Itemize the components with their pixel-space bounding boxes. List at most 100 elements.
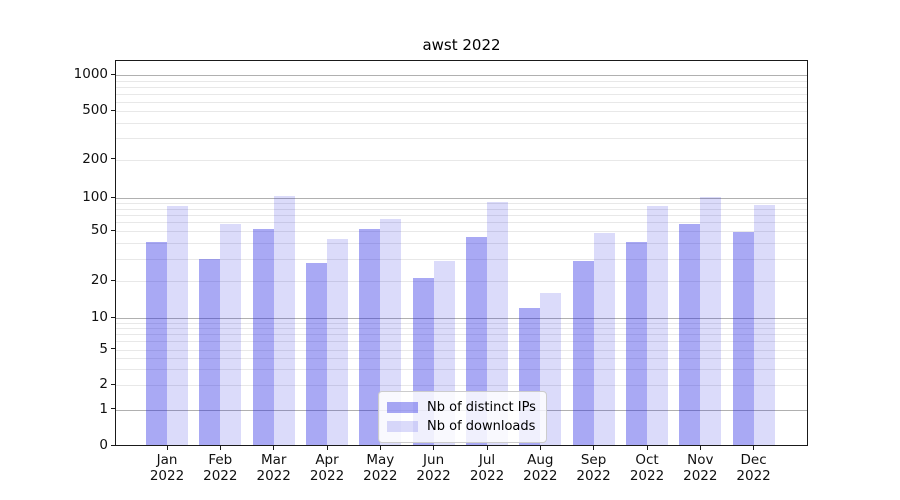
bar-nb-of-distinct-ips: [146, 241, 167, 445]
x-tick-label: Jan 2022: [149, 452, 185, 484]
y-tick-label: 20: [90, 272, 108, 288]
major-gridline: [116, 318, 807, 319]
bar-nb-of-distinct-ips: [679, 223, 701, 445]
minor-gridline: [116, 328, 807, 330]
bar-nb-of-downloads: [700, 196, 722, 445]
bar-nb-of-distinct-ips: [359, 229, 381, 445]
minor-gridline: [116, 243, 807, 245]
x-tick-label: Dec 2022: [736, 452, 771, 484]
legend-row: Nb of downloads: [387, 417, 536, 436]
y-tick-label: 2: [99, 376, 108, 392]
x-tick-mark: [433, 446, 435, 450]
minor-gridline: [116, 231, 807, 232]
x-tick-mark: [753, 446, 755, 450]
minor-gridline: [116, 369, 807, 371]
y-tick-mark: [111, 229, 115, 231]
y-tick-mark: [111, 408, 115, 409]
x-tick-label: Apr 2022: [309, 452, 345, 484]
y-tick-label: 500: [82, 102, 108, 118]
chart-title: awst 2022: [422, 36, 501, 54]
minor-gridline: [116, 111, 807, 112]
minor-gridline: [116, 208, 807, 210]
legend-label-distinct-ips: Nb of distinct IPs: [427, 400, 536, 415]
major-gridline: [116, 198, 807, 199]
x-tick-mark: [539, 446, 541, 450]
bar-nb-of-downloads: [753, 204, 775, 445]
minor-gridline: [116, 80, 807, 82]
x-tick-label: Feb 2022: [203, 452, 238, 484]
legend-swatch-downloads: [387, 421, 418, 432]
legend-swatch-distinct-ips: [387, 402, 418, 413]
y-tick-mark: [111, 383, 115, 385]
y-tick-mark: [111, 444, 115, 446]
bar-nb-of-distinct-ips: [732, 232, 754, 445]
x-tick-mark: [486, 446, 488, 450]
y-tick-label: 0: [99, 437, 108, 453]
x-tick-label: Jun 2022: [416, 452, 451, 484]
y-tick-label: 1: [99, 400, 108, 417]
x-tick-label: Oct 2022: [629, 452, 665, 484]
y-tick-label: 5: [99, 340, 108, 357]
minor-gridline: [116, 122, 807, 124]
x-tick-mark: [219, 446, 221, 450]
bar-nb-of-downloads: [327, 239, 348, 445]
x-tick-mark: [646, 446, 648, 450]
y-tick-mark: [111, 109, 115, 111]
y-tick-label: 50: [90, 222, 108, 238]
x-tick-label: Aug 2022: [523, 452, 558, 484]
minor-gridline: [116, 322, 807, 324]
minor-gridline: [116, 138, 807, 139]
y-tick-mark: [111, 196, 115, 198]
bar-nb-of-downloads: [167, 206, 188, 445]
y-tick-label: 200: [82, 150, 108, 167]
minor-gridline: [116, 101, 807, 103]
major-gridline: [116, 75, 807, 76]
x-tick-label: May 2022: [363, 452, 398, 484]
x-tick-mark: [379, 446, 381, 450]
bar-nb-of-downloads: [593, 233, 615, 445]
legend: Nb of distinct IPs Nb of downloads: [378, 391, 547, 443]
bar-nb-of-distinct-ips: [626, 241, 647, 445]
minor-gridline: [116, 358, 807, 360]
minor-gridline: [116, 222, 807, 224]
minor-gridline: [116, 86, 807, 88]
x-tick-mark: [593, 446, 595, 450]
legend-label-downloads: Nb of downloads: [427, 419, 536, 434]
x-tick-label: Mar 2022: [256, 452, 291, 484]
minor-gridline: [116, 334, 807, 336]
y-tick-mark: [111, 279, 115, 281]
plot-area: [115, 60, 808, 446]
y-tick-label: 10: [90, 309, 108, 325]
x-tick-mark: [699, 446, 701, 450]
x-tick-mark: [166, 446, 168, 450]
bar-nb-of-distinct-ips: [199, 258, 221, 445]
bar-nb-of-downloads: [647, 205, 668, 445]
minor-gridline: [116, 203, 807, 204]
y-tick-mark: [111, 73, 115, 75]
minor-gridline: [116, 159, 807, 161]
x-tick-label: Nov 2022: [683, 452, 718, 484]
y-tick-label: 1000: [73, 66, 108, 82]
minor-gridline: [116, 215, 807, 216]
bar-nb-of-downloads: [220, 223, 242, 445]
y-tick-mark: [111, 348, 115, 349]
minor-gridline: [116, 281, 807, 282]
bar-nb-of-distinct-ips: [306, 262, 327, 445]
bar-nb-of-downloads: [487, 202, 508, 445]
minor-gridline: [116, 385, 807, 386]
minor-gridline: [116, 93, 807, 95]
y-tick-label: 100: [82, 189, 108, 205]
minor-gridline: [116, 349, 807, 351]
x-tick-mark: [326, 446, 328, 450]
minor-gridline: [116, 341, 807, 343]
bar-nb-of-downloads: [380, 219, 402, 445]
legend-row: Nb of distinct IPs: [387, 398, 536, 417]
y-tick-mark: [111, 158, 115, 159]
bar-nb-of-downloads: [273, 196, 295, 445]
bar-nb-of-distinct-ips: [252, 229, 274, 445]
bar-nb-of-distinct-ips: [572, 260, 594, 445]
x-tick-label: Sep 2022: [576, 452, 611, 484]
y-tick-mark: [111, 316, 115, 318]
x-tick-mark: [273, 446, 275, 450]
